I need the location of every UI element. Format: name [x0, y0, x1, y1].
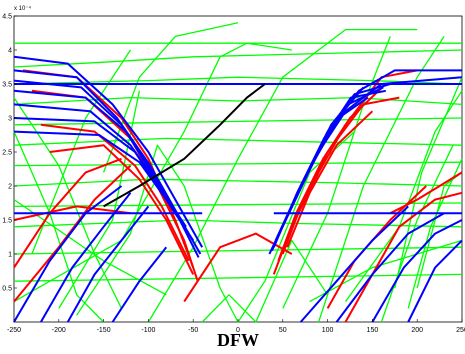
series-group: [13, 22, 463, 323]
series-line: [13, 137, 463, 146]
series-line: [31, 49, 132, 255]
y-tick-label: 1.5: [2, 218, 12, 225]
series-line: [103, 83, 266, 208]
x-tick-label: 150: [367, 327, 379, 334]
series-line: [40, 192, 132, 323]
series-line: [394, 76, 463, 289]
series-line: [13, 49, 463, 68]
series-line: [13, 164, 132, 303]
y-tick-label: 0.5: [2, 286, 12, 293]
series-line: [13, 131, 105, 323]
series-line: [13, 178, 463, 187]
series-line: [371, 219, 463, 323]
y-multiplier-label: x 10⁻⁴: [14, 5, 32, 12]
series-group: [13, 55, 463, 323]
x-tick-label: -50: [188, 327, 198, 334]
x-tick-label: -200: [52, 327, 66, 334]
x-tick-label: -100: [141, 327, 155, 334]
series-line: [58, 90, 141, 309]
series-group: [103, 83, 266, 208]
x-ticks: -250 -200 -150 -100 -50 0 50 100 150 200 250: [7, 319, 465, 334]
series-line: [13, 185, 123, 323]
series-line: [13, 199, 167, 296]
x-tick-label: 0: [236, 327, 240, 334]
series-line: [280, 96, 369, 231]
series-line: [201, 239, 329, 323]
series-line: [76, 131, 355, 323]
series-line: [13, 103, 187, 228]
series-line: [111, 246, 168, 323]
series-line: [13, 219, 463, 228]
x-axis-label: DFW: [217, 330, 259, 350]
series-line: [13, 273, 463, 282]
x-tick-label: 250: [456, 327, 465, 334]
y-tick-label: 3: [8, 116, 12, 123]
series-line: [389, 171, 463, 215]
y-tick-label: 2: [8, 184, 12, 191]
plot-area: [13, 15, 463, 323]
series-line: [13, 161, 463, 167]
y-tick-label: 4: [8, 48, 12, 55]
x-tick-label: 100: [322, 327, 334, 334]
x-tick-label: 50: [279, 327, 287, 334]
series-line: [13, 157, 122, 269]
series-line: [380, 144, 454, 323]
series-line: [407, 239, 463, 323]
series-line: [286, 110, 374, 248]
series-line: [281, 96, 400, 255]
series-line: [282, 36, 391, 309]
x-tick-label: 200: [411, 327, 423, 334]
x-tick-label: -250: [7, 327, 21, 334]
series-line: [13, 42, 292, 303]
series-line: [407, 158, 463, 309]
y-tick-label: 3.5: [2, 82, 12, 89]
series-line: [13, 117, 463, 126]
series-line: [13, 55, 204, 248]
series-line: [66, 205, 150, 323]
series-line: [335, 212, 445, 323]
series-line: [40, 123, 190, 262]
series-line: [344, 191, 463, 323]
series-line: [309, 239, 463, 303]
series-layer: [13, 22, 463, 323]
y-ticks: 0.5 1 1.5 2 2.5 3 3.5 4 4.5: [2, 14, 17, 293]
series-line: [49, 144, 195, 275]
y-tick-label: 2.5: [2, 150, 12, 157]
series-line: [13, 205, 131, 221]
series-line: [317, 36, 445, 323]
x-tick-label: -150: [97, 327, 111, 334]
series-line: [299, 205, 409, 323]
series-line: [344, 90, 463, 302]
y-tick-label: 4.5: [2, 14, 12, 21]
y-tick-label: 1: [8, 252, 12, 259]
